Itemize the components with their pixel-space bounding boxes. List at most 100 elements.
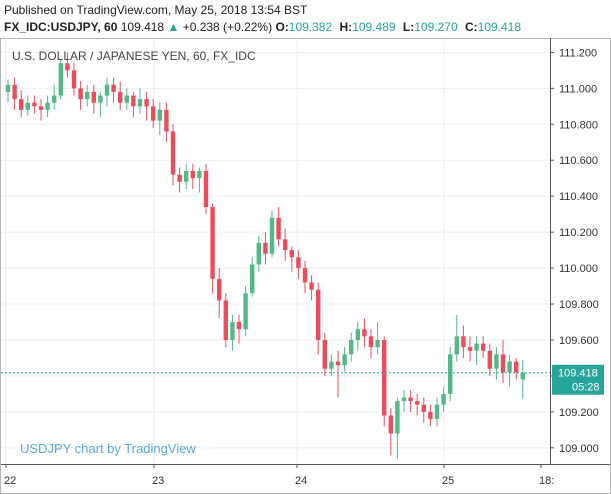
high-label: H: [339, 20, 353, 34]
candle [78, 81, 83, 110]
high-value: 109.489 [352, 20, 396, 34]
candle-body [137, 99, 143, 107]
candle-body [243, 293, 248, 330]
candle [164, 102, 169, 143]
x-tick-label: 22 [4, 475, 16, 487]
candle-body [421, 404, 426, 412]
candle-body [177, 174, 182, 182]
candle-body [322, 339, 327, 369]
candle-body [58, 63, 63, 96]
candle-body [335, 361, 341, 366]
candle [322, 332, 327, 376]
candle-body [454, 336, 459, 355]
candle [355, 322, 360, 351]
candle [45, 95, 50, 118]
candle [131, 91, 136, 118]
candle-body [124, 95, 129, 103]
candle [428, 404, 433, 427]
candle [316, 282, 321, 355]
candle [474, 336, 479, 366]
candle-body [283, 239, 288, 251]
candle [289, 246, 294, 272]
y-tick-label: 110.200 [559, 227, 598, 239]
candle [500, 339, 506, 384]
candle [349, 332, 354, 362]
close-label: C: [464, 20, 478, 34]
close-value: 109.418 [477, 20, 522, 34]
candle [395, 397, 400, 459]
candle [250, 257, 255, 297]
candle [210, 203, 215, 294]
candle-body [461, 336, 466, 348]
candle [217, 268, 222, 319]
candle-body [474, 343, 479, 351]
candle [32, 95, 37, 114]
candle-body [355, 329, 360, 340]
candle-body [316, 289, 321, 340]
published-text: Published on TradingView.com, May 25, 20… [4, 3, 308, 17]
candle [368, 329, 374, 358]
candle [441, 386, 446, 412]
candle [223, 293, 228, 348]
candle [263, 232, 268, 265]
candle-body [520, 372, 525, 380]
candle [52, 84, 57, 110]
candle [104, 77, 110, 107]
candle-body [487, 350, 492, 369]
candle-body [269, 217, 275, 254]
watermark: USDJPY chart by TradingView [20, 441, 196, 456]
y-tick-label: 109.200 [559, 407, 599, 419]
candle-body [217, 278, 222, 301]
price-chart[interactable]: 111.200 111.000 110.800 110.600 110.400 110.2… [0, 38, 611, 494]
candle [111, 77, 116, 103]
candle [507, 354, 512, 387]
candle-body [78, 88, 83, 100]
candle [197, 167, 202, 193]
candle-body [223, 300, 228, 340]
candle [65, 52, 70, 78]
candle-body [368, 336, 374, 348]
y-tick-label: 109.600 [559, 335, 599, 347]
candle-body [434, 404, 440, 420]
candle-body [91, 91, 96, 103]
candle [184, 163, 189, 189]
candle-body [71, 70, 77, 89]
quote-line: FX_IDC:USDJPY, 60 109.418 ▲ +0.238 (+0.2… [4, 20, 525, 34]
candle-body [276, 217, 281, 240]
candle-body [52, 95, 57, 103]
candle [269, 210, 275, 258]
candle-body [25, 102, 30, 110]
candle-body [263, 242, 268, 254]
candle-body [289, 250, 294, 258]
low-value: 109.270 [414, 20, 458, 34]
candle [38, 99, 44, 121]
time-axis[interactable]: 22 23 24 25 18: [4, 464, 554, 487]
published-line: Published on TradingView.com, May 25, 20… [4, 3, 307, 17]
candle [144, 91, 149, 121]
candle [309, 275, 314, 301]
candle-body [32, 102, 37, 107]
candle-body [38, 106, 44, 110]
candle [243, 286, 248, 337]
candle-body [45, 102, 50, 110]
candle-body [230, 322, 235, 340]
candle [375, 322, 380, 355]
y-tick-label: 110.600 [559, 155, 598, 167]
candle-body [375, 339, 380, 348]
candle [454, 314, 459, 362]
open-value: 109.382 [288, 20, 333, 34]
candle-body [12, 84, 17, 100]
candle-body [236, 322, 242, 330]
candle-body [157, 109, 162, 121]
candle-body [349, 339, 354, 355]
candle-body [65, 63, 70, 71]
candle [461, 325, 466, 358]
candle-body [507, 361, 512, 373]
change-arrow-icon: ▲ [167, 20, 180, 34]
candle-body [388, 415, 393, 434]
candle [487, 343, 492, 376]
y-tick-label: 111.200 [559, 47, 597, 59]
candle [520, 359, 525, 400]
candle-body [104, 84, 110, 96]
y-tick-label: 110.400 [559, 191, 598, 203]
